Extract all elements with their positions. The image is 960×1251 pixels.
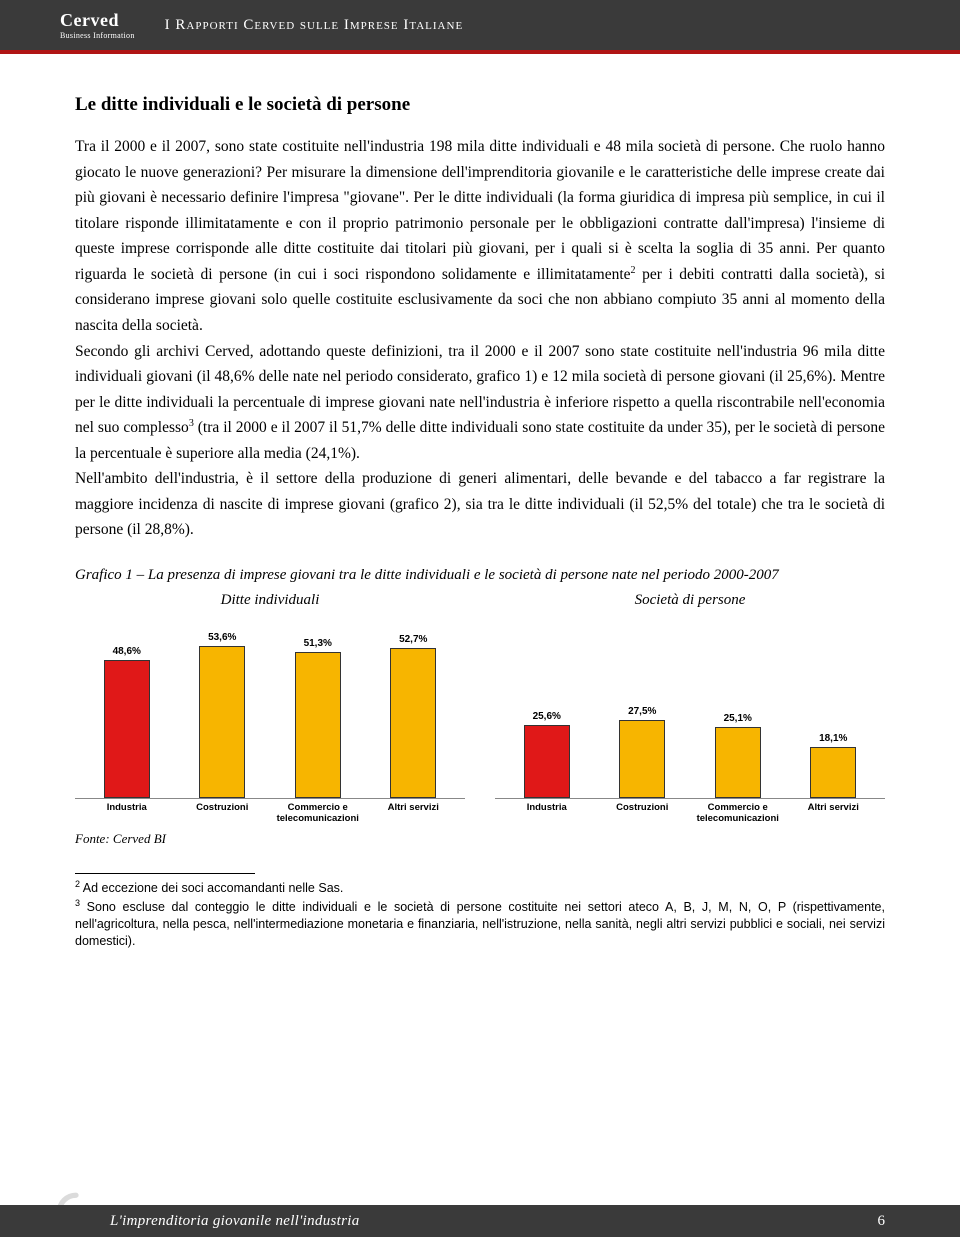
- x-axis-label: Commercio etelecomunicazioni: [690, 803, 786, 825]
- bar-value-label: 18,1%: [819, 733, 847, 744]
- bar-wrap: 53,6%: [175, 632, 271, 798]
- logo-main: Cerved: [60, 10, 135, 31]
- footer-text: L'imprenditoria giovanile nell'industria: [110, 1213, 360, 1230]
- bar: [715, 727, 761, 798]
- p1-text-a: Tra il 2000 e il 2007, sono state costit…: [75, 138, 885, 283]
- logo-block: Cerved Business Information: [60, 10, 135, 40]
- chart-left-bars: 48,6% 53,6% 51,3% 52,7%: [75, 619, 465, 799]
- header-title: I Rapporti Cerved sulle Imprese Italiane: [165, 17, 464, 34]
- bar-wrap: 48,6%: [79, 646, 175, 798]
- paragraph-2: Secondo gli archivi Cerved, adottando qu…: [75, 339, 885, 467]
- bar: [390, 648, 436, 798]
- chart-source: Fonte: Cerved BI: [75, 831, 885, 847]
- chart-left-title: Ditte individuali: [75, 592, 465, 609]
- bar: [619, 720, 665, 798]
- bar: [295, 652, 341, 798]
- paragraph-1: Tra il 2000 e il 2007, sono state costit…: [75, 134, 885, 339]
- bar: [104, 660, 150, 798]
- chart-right-title: Società di persone: [495, 592, 885, 609]
- p2-text-b: (tra il 2000 e il 2007 il 51,7% delle di…: [75, 419, 885, 462]
- bar-wrap: 52,7%: [366, 634, 462, 798]
- chart-right-bars: 25,6% 27,5% 25,1% 18,1%: [495, 619, 885, 799]
- chart-left-panel: Ditte individuali 48,6% 53,6% 51,3% 52,7% I…: [75, 592, 465, 825]
- bar: [810, 747, 856, 798]
- bar-value-label: 25,1%: [724, 713, 752, 724]
- chart-right-xlabels: IndustriaCostruzioniCommercio etelecomun…: [495, 799, 885, 825]
- bar-wrap: 25,6%: [499, 711, 595, 798]
- charts-row: Ditte individuali 48,6% 53,6% 51,3% 52,7% I…: [75, 592, 885, 825]
- bar-wrap: 25,1%: [690, 713, 786, 798]
- bar-value-label: 51,3%: [304, 638, 332, 649]
- logo-sub: Business Information: [60, 31, 135, 40]
- footnote-2-text: Ad eccezione dei soci accomandanti nelle…: [80, 881, 343, 895]
- section-title: Le ditte individuali e le società di per…: [75, 94, 885, 116]
- chart-caption: Grafico 1 – La presenza di imprese giova…: [75, 565, 885, 586]
- bar-wrap: 51,3%: [270, 638, 366, 798]
- bar-value-label: 52,7%: [399, 634, 427, 645]
- bar-value-label: 48,6%: [113, 646, 141, 657]
- footnote-3: 3 Sono escluse dal conteggio le ditte in…: [75, 897, 885, 950]
- bar: [199, 646, 245, 798]
- bar-value-label: 53,6%: [208, 632, 236, 643]
- x-axis-label: Industria: [499, 803, 595, 825]
- x-axis-label: Industria: [79, 803, 175, 825]
- bar: [524, 725, 570, 798]
- chart-right-panel: Società di persone 25,6%27,5%25,1%18,1% …: [495, 592, 885, 825]
- bar-wrap: 18,1%: [786, 733, 882, 798]
- x-axis-label: Costruzioni: [595, 803, 691, 825]
- footer-page: 6: [878, 1213, 886, 1230]
- bar-value-label: 25,6%: [533, 711, 561, 722]
- bar-value-label: 27,5%: [628, 706, 656, 717]
- footnote-2: 2 Ad eccezione dei soci accomandanti nel…: [75, 878, 885, 897]
- top-header: Cerved Business Information I Rapporti C…: [0, 0, 960, 50]
- x-axis-label: Commercio etelecomunicazioni: [270, 803, 366, 825]
- chart-left-xlabels: IndustriaCostruzioniCommercio etelecomun…: [75, 799, 465, 825]
- bottom-footer: L'imprenditoria giovanile nell'industria…: [0, 1205, 960, 1237]
- footnote-3-text: Sono escluse dal conteggio le ditte indi…: [75, 900, 885, 948]
- x-axis-label: Costruzioni: [175, 803, 271, 825]
- page-content: Le ditte individuali e le società di per…: [0, 54, 960, 950]
- paragraph-3: Nell'ambito dell'industria, è il settore…: [75, 466, 885, 543]
- x-axis-label: Altri servizi: [786, 803, 882, 825]
- footnote-rule: [75, 873, 255, 874]
- x-axis-label: Altri servizi: [366, 803, 462, 825]
- bar-wrap: 27,5%: [595, 706, 691, 798]
